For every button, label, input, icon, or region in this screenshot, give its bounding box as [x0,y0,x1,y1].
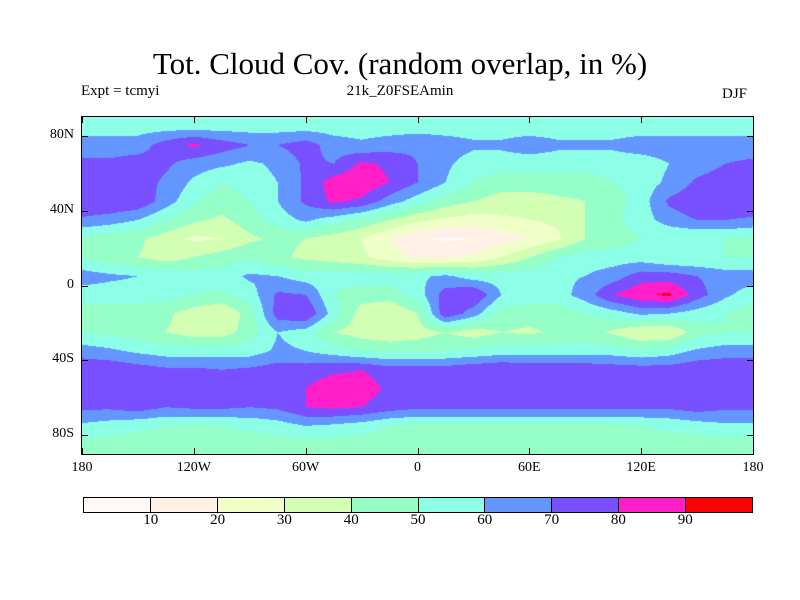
x-tick-mark [417,448,419,454]
x-tick-mark [82,117,83,123]
x-tick-label: 60E [518,460,541,475]
y-tick-mark [82,360,88,362]
y-tick-mark [747,285,753,287]
colorbar-label: 60 [477,512,493,528]
colorbar-swatch [418,498,486,512]
x-tick-mark [753,448,754,454]
colorbar-swatch [217,498,285,512]
colorbar [83,497,753,513]
x-tick-mark [417,117,419,123]
map-plot-area [81,116,754,455]
y-tick-mark [747,135,753,137]
x-tick-mark [529,117,531,123]
x-tick-label: 120E [626,460,656,475]
x-tick-label: 0 [414,460,421,475]
x-tick-mark [82,448,83,454]
colorbar-label: 50 [410,512,426,528]
y-tick-mark [82,210,88,212]
y-tick-label: 0 [67,276,74,292]
y-tick-mark [747,435,753,437]
y-tick-mark [747,360,753,362]
y-tick-mark [82,435,88,437]
colorbar-swatch [552,498,620,512]
season-label: DJF [722,86,748,102]
x-tick-label: 120W [176,460,211,475]
colorbar-label: 10 [143,512,159,528]
y-tick-label: 80N [49,126,74,142]
colorbar-label: 20 [210,512,226,528]
plot-title: Tot. Cloud Cov. (random overlap, in %) [152,46,648,81]
y-tick-mark [82,135,88,137]
colorbar-label: 70 [544,512,560,528]
y-tick-label: 40N [49,201,74,217]
y-tick-label: 40S [52,351,74,367]
x-tick-mark [305,117,307,123]
colorbar-swatch [686,498,753,512]
cloud-cover-field [82,117,753,454]
y-tick-mark [82,285,88,287]
x-tick-mark [753,117,754,123]
colorbar-swatch [619,498,687,512]
experiment-label: Expt = tcmyi [81,83,160,99]
colorbar-swatch [485,498,553,512]
run-label: 21k_Z0FSEAmin [346,83,454,99]
colorbar-swatch [84,498,151,512]
colorbar-label: 90 [677,512,693,528]
x-tick-label: 180 [71,460,93,475]
y-tick-label: 80S [52,426,74,442]
x-tick-mark [529,448,531,454]
colorbar-swatch [150,498,218,512]
x-tick-mark [641,117,643,123]
colorbar-label: 40 [343,512,359,528]
colorbar-swatch [284,498,352,512]
x-tick-mark [193,117,195,123]
x-tick-label: 60W [292,460,320,475]
colorbar-swatch [351,498,419,512]
colorbar-label: 80 [610,512,626,528]
x-tick-mark [305,448,307,454]
x-tick-label: 180 [742,460,764,475]
y-tick-mark [747,210,753,212]
x-tick-mark [641,448,643,454]
x-tick-mark [193,448,195,454]
colorbar-label: 30 [276,512,292,528]
